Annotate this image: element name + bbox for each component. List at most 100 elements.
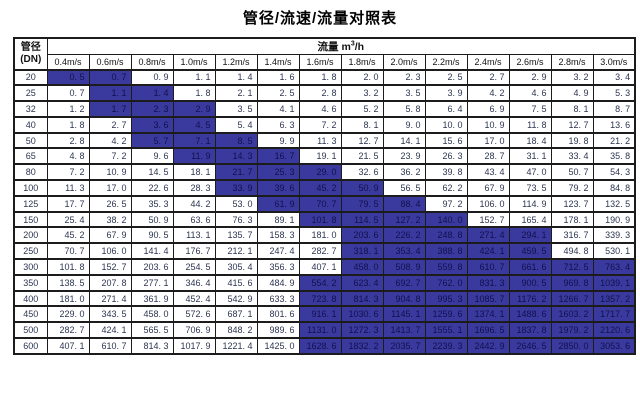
- value-cell: 226. 2: [383, 227, 426, 245]
- value-cell: 1979. 2: [551, 322, 594, 340]
- value-cell: 11. 9: [173, 148, 216, 166]
- value-cell: 11. 3: [299, 132, 342, 150]
- value-cell: 1. 8: [47, 116, 90, 134]
- value-cell: 2. 5: [425, 69, 468, 87]
- value-cell: 5. 2: [341, 101, 384, 118]
- value-cell: 15. 6: [425, 132, 468, 150]
- dn-cell: 500: [14, 322, 48, 340]
- dn-cell: 40: [14, 116, 48, 134]
- value-cell: 610. 7: [89, 338, 132, 355]
- value-cell: 70. 7: [299, 195, 342, 213]
- value-cell: 90. 5: [131, 227, 174, 245]
- value-cell: 1413. 7: [383, 322, 426, 340]
- value-cell: 29. 0: [299, 164, 342, 182]
- value-cell: 3. 6: [131, 116, 174, 134]
- value-cell: 7. 1: [173, 132, 216, 150]
- value-cell: 0. 7: [47, 85, 90, 103]
- value-cell: 388. 8: [425, 243, 468, 261]
- value-cell: 47. 0: [509, 164, 552, 182]
- value-cell: 39. 6: [257, 180, 300, 197]
- value-cell: 6. 9: [467, 101, 510, 118]
- velocity-header-0.4: 0.4m/s: [47, 54, 90, 71]
- value-cell: 2035. 7: [383, 338, 426, 355]
- value-cell: 152. 7: [89, 259, 132, 276]
- value-cell: 3. 5: [383, 85, 426, 103]
- value-cell: 2. 7: [467, 69, 510, 87]
- value-cell: 101. 8: [299, 211, 342, 229]
- value-cell: 407. 1: [299, 259, 342, 276]
- value-cell: 3053. 6: [593, 338, 636, 355]
- velocity-header-2.0: 2.0m/s: [383, 54, 426, 71]
- value-cell: 7. 5: [509, 101, 552, 118]
- value-cell: 763. 4: [593, 259, 636, 276]
- dn-cell: 50: [14, 132, 48, 150]
- value-cell: 1. 4: [215, 69, 258, 87]
- value-cell: 2. 8: [299, 85, 342, 103]
- value-cell: 415. 6: [215, 274, 258, 292]
- dn-cell: 600: [14, 338, 48, 355]
- value-cell: 407. 1: [47, 338, 90, 355]
- value-cell: 1832. 2: [341, 338, 384, 355]
- value-cell: 2. 7: [89, 116, 132, 134]
- table-row-dn-40: 40 1. 8 2. 7 3. 6 4. 5 5. 4 6. 3 7. 2 8. 1 9. 0 10…: [14, 116, 636, 134]
- value-cell: 63. 6: [173, 211, 216, 229]
- dn-cell: 400: [14, 290, 48, 308]
- value-cell: 565. 5: [131, 322, 174, 340]
- value-cell: 814. 3: [341, 290, 384, 308]
- value-cell: 1221. 4: [215, 338, 258, 355]
- velocity-header-0.6: 0.6m/s: [89, 54, 132, 71]
- value-cell: 361. 9: [131, 290, 174, 308]
- value-cell: 14. 1: [383, 132, 426, 150]
- value-cell: 282. 7: [47, 322, 90, 340]
- value-cell: 1259. 6: [425, 306, 468, 324]
- value-cell: 13. 6: [593, 116, 636, 134]
- value-cell: 353. 4: [383, 243, 426, 261]
- value-cell: 43. 4: [467, 164, 510, 182]
- value-cell: 4. 6: [509, 85, 552, 103]
- value-cell: 2. 5: [257, 85, 300, 103]
- value-cell: 316. 7: [551, 227, 594, 245]
- value-cell: 127. 2: [383, 211, 426, 229]
- value-cell: 687. 1: [215, 306, 258, 324]
- flow-unit-header: 流量 m3/h: [47, 38, 636, 55]
- dn-cell: 125: [14, 195, 48, 213]
- value-cell: 3. 4: [593, 69, 636, 87]
- value-cell: 723. 8: [299, 290, 342, 308]
- value-cell: 70. 7: [47, 243, 90, 261]
- velocity-header-row: 0.4m/s 0.6m/s 0.8m/s 1.0m/s 1.2m/s 1.4m/s 1.6m…: [14, 54, 636, 71]
- value-cell: 9. 6: [131, 148, 174, 166]
- dn-cell: 250: [14, 243, 48, 261]
- value-cell: 1837. 8: [509, 322, 552, 340]
- value-cell: 190. 9: [593, 211, 636, 229]
- value-cell: 19. 8: [551, 132, 594, 150]
- value-cell: 88. 4: [383, 195, 426, 213]
- value-cell: 106. 0: [467, 195, 510, 213]
- velocity-header-1.2: 1.2m/s: [215, 54, 258, 71]
- value-cell: 114. 9: [509, 195, 552, 213]
- value-cell: 1266. 7: [551, 290, 594, 308]
- value-cell: 305. 4: [215, 259, 258, 276]
- dn-cell: 20: [14, 69, 48, 87]
- value-cell: 31. 1: [509, 148, 552, 166]
- dn-cell: 350: [14, 274, 48, 292]
- value-cell: 56. 5: [383, 180, 426, 197]
- value-cell: 294. 1: [509, 227, 552, 245]
- value-cell: 21. 2: [593, 132, 636, 150]
- value-cell: 181. 0: [47, 290, 90, 308]
- value-cell: 1039. 1: [593, 274, 636, 292]
- value-cell: 25. 3: [257, 164, 300, 182]
- value-cell: 54. 3: [593, 164, 636, 182]
- value-cell: 9. 0: [383, 116, 426, 134]
- value-cell: 11. 3: [47, 180, 90, 197]
- value-cell: 633. 3: [257, 290, 300, 308]
- value-cell: 1603. 2: [551, 306, 594, 324]
- value-cell: 2. 3: [131, 101, 174, 118]
- value-cell: 1. 6: [257, 69, 300, 87]
- value-cell: 4. 8: [47, 148, 90, 166]
- value-cell: 1628. 6: [299, 338, 342, 355]
- value-cell: 28. 7: [467, 148, 510, 166]
- value-cell: 1357. 2: [593, 290, 636, 308]
- velocity-header-1.6: 1.6m/s: [299, 54, 342, 71]
